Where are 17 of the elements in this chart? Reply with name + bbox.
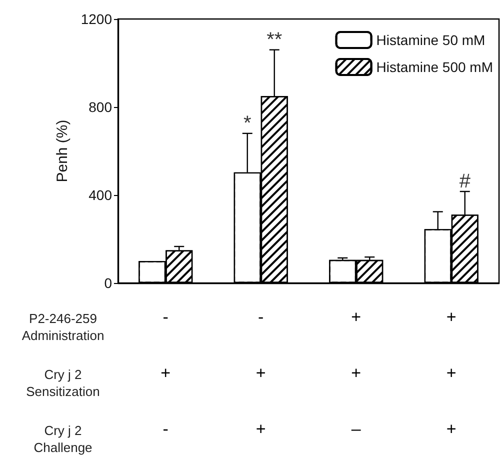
- category-label: + + +: [446, 308, 456, 438]
- text: Cry j 2 Sensitization: [26, 367, 100, 399]
- y-tick-label: 0: [104, 275, 112, 291]
- data-label: *: [243, 112, 252, 134]
- legend-label: Histamine 50 mM: [376, 32, 486, 48]
- category-label: - + +: [256, 308, 266, 438]
- category-label: - + -: [160, 308, 171, 438]
- text: Cry j 2 Challenge: [34, 423, 92, 455]
- category-label: + + –: [351, 308, 362, 438]
- legend-label: Histamine 500 mM: [376, 59, 493, 75]
- text: P2-246-259 Administration: [22, 311, 104, 343]
- data-label: **: [266, 28, 282, 51]
- y-tick-label: 400: [88, 187, 112, 203]
- y-tick-label: 800: [88, 99, 112, 115]
- data-label: #: [459, 170, 472, 192]
- y-axis-title: Penh (%): [54, 120, 71, 182]
- y-tick-label: 1200: [80, 11, 112, 27]
